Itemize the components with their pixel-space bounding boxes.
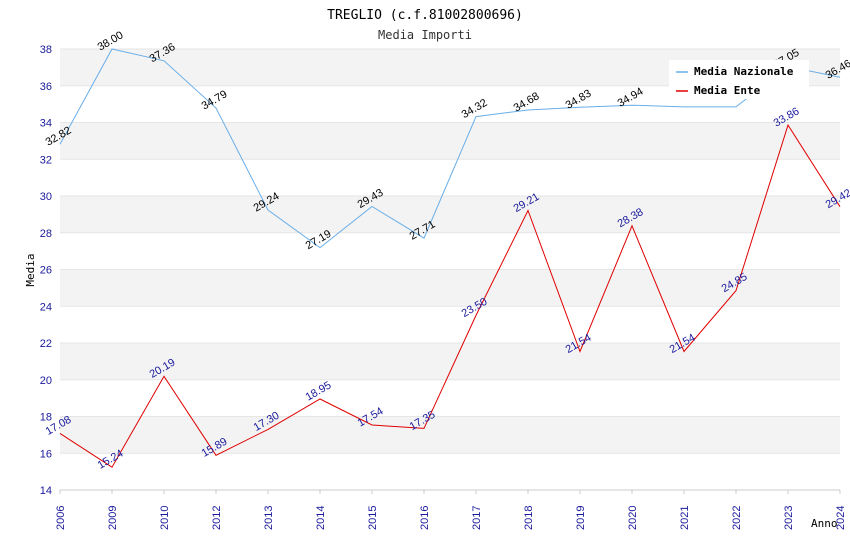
x-tick-label: 2016: [419, 506, 431, 530]
grid-band: [60, 343, 840, 380]
x-tick-label: 2019: [575, 506, 587, 530]
x-tick-label: 2009: [107, 506, 119, 530]
y-tick-label: 32: [40, 154, 52, 166]
chart-title: TREGLIO (c.f.81002800696): [327, 8, 523, 23]
y-tick-label: 28: [40, 228, 52, 240]
x-tick-label: 2017: [471, 506, 483, 530]
legend-box: [669, 60, 809, 99]
y-tick-label: 26: [40, 265, 52, 277]
grid-band: [60, 453, 840, 490]
grid-band: [60, 122, 840, 160]
y-tick-label: 38: [40, 44, 52, 56]
grid-band: [60, 232, 840, 270]
x-tick-label: 2022: [731, 506, 743, 530]
x-tick-label: 2013: [263, 506, 275, 530]
x-axis-label: Anno: [811, 517, 838, 530]
x-tick-label: 2023: [783, 506, 795, 530]
y-tick-label: 36: [40, 81, 52, 93]
y-tick-label: 22: [40, 338, 52, 350]
x-tick-label: 2015: [367, 506, 379, 530]
grid-band: [60, 416, 840, 454]
series-line-media-ente: [59, 123, 841, 468]
y-tick-label: 18: [40, 412, 52, 424]
series-layer: [59, 48, 841, 468]
grid-band: [60, 269, 840, 307]
x-axis-ticks: 2006 2009 2010 2012 2013 2014 2015 2016 2017 2018…: [55, 490, 847, 530]
x-tick-label: 2010: [159, 506, 171, 530]
grid-band: [60, 196, 840, 233]
grid-band: [60, 306, 840, 343]
grid-band: [60, 379, 840, 417]
y-tick-label: 16: [40, 448, 52, 460]
x-tick-label: 2014: [315, 506, 327, 530]
legend-label-nazionale: Media Nazionale: [694, 65, 794, 78]
chart-subtitle: Media Importi: [378, 28, 472, 42]
x-tick-label: 2024: [835, 506, 847, 530]
x-tick-label: 2012: [211, 506, 223, 530]
y-axis-ticks: 14 16 18 20 22 24 26 28 30 32 34 36 38: [40, 44, 52, 497]
series-line-media-nazionale: [59, 48, 841, 249]
x-tick-label: 2018: [523, 506, 535, 530]
x-tick-label: 2006: [55, 506, 67, 530]
y-tick-label: 34: [40, 118, 52, 130]
y-tick-label: 30: [40, 191, 52, 203]
y-tick-label: 20: [40, 375, 52, 387]
y-axis-label: Media: [24, 253, 37, 286]
legend: Media Nazionale Media Ente: [669, 60, 809, 99]
x-tick-label: 2020: [627, 506, 639, 530]
legend-label-ente: Media Ente: [694, 84, 761, 97]
y-tick-label: 14: [40, 485, 52, 497]
grid-bands: [60, 48, 840, 491]
y-tick-label: 24: [40, 301, 52, 313]
x-tick-label: 2021: [679, 506, 691, 530]
